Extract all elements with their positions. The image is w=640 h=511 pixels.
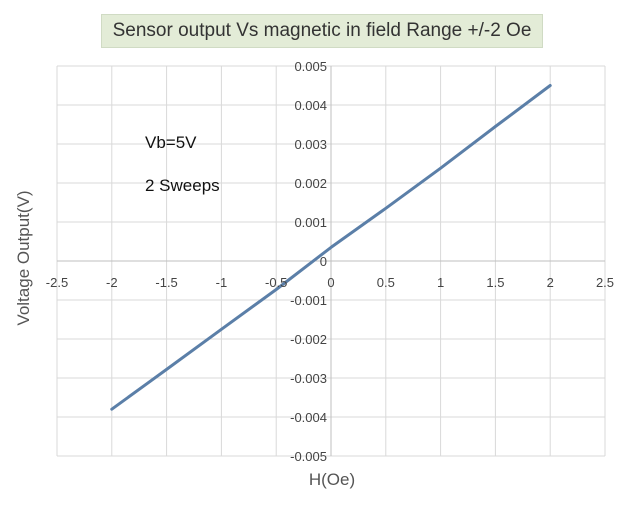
x-tick-label: -1.5 — [155, 275, 177, 290]
x-tick-label: 2 — [547, 275, 554, 290]
annotation-sweeps: 2 Sweeps — [145, 176, 220, 195]
x-tick-label: 2.5 — [596, 275, 614, 290]
y-axis-label: Voltage Output(V) — [14, 190, 33, 326]
y-tick-label: 0.004 — [294, 98, 327, 113]
chart-title: Sensor output Vs magnetic in field Range… — [101, 14, 543, 48]
y-tick-label: 0.001 — [294, 215, 327, 230]
series-line — [110, 84, 552, 411]
axes — [57, 66, 605, 456]
series-layer — [110, 84, 552, 411]
x-tick-label: -2 — [106, 275, 118, 290]
y-tick-label: -0.005 — [290, 449, 327, 464]
y-tick-label: -0.001 — [290, 293, 327, 308]
x-tick-label: 0 — [327, 275, 334, 290]
y-tick-label: 0.002 — [294, 176, 327, 191]
x-tick-label: -1 — [216, 275, 228, 290]
y-tick-label: 0.003 — [294, 137, 327, 152]
annotation-vb: Vb=5V — [145, 133, 197, 152]
x-tick-label: -2.5 — [46, 275, 68, 290]
y-tick-label: -0.002 — [290, 332, 327, 347]
y-tick-label: -0.004 — [290, 410, 327, 425]
x-tick-label: 1 — [437, 275, 444, 290]
x-tick-label: -0.5 — [265, 275, 287, 290]
y-tick-label: 0 — [320, 254, 327, 269]
tick-labels: -2.5 -2 -1.5 -1 -0.5 0 0.5 1 1.5 2 2.5 0.005 0.004 0.… — [46, 59, 614, 464]
x-tick-label: 0.5 — [377, 275, 395, 290]
x-axis-label: H(Oe) — [308, 470, 356, 489]
y-tick-label: -0.003 — [290, 371, 327, 386]
x-tick-label: 1.5 — [486, 275, 504, 290]
y-tick-label: 0.005 — [294, 59, 327, 74]
